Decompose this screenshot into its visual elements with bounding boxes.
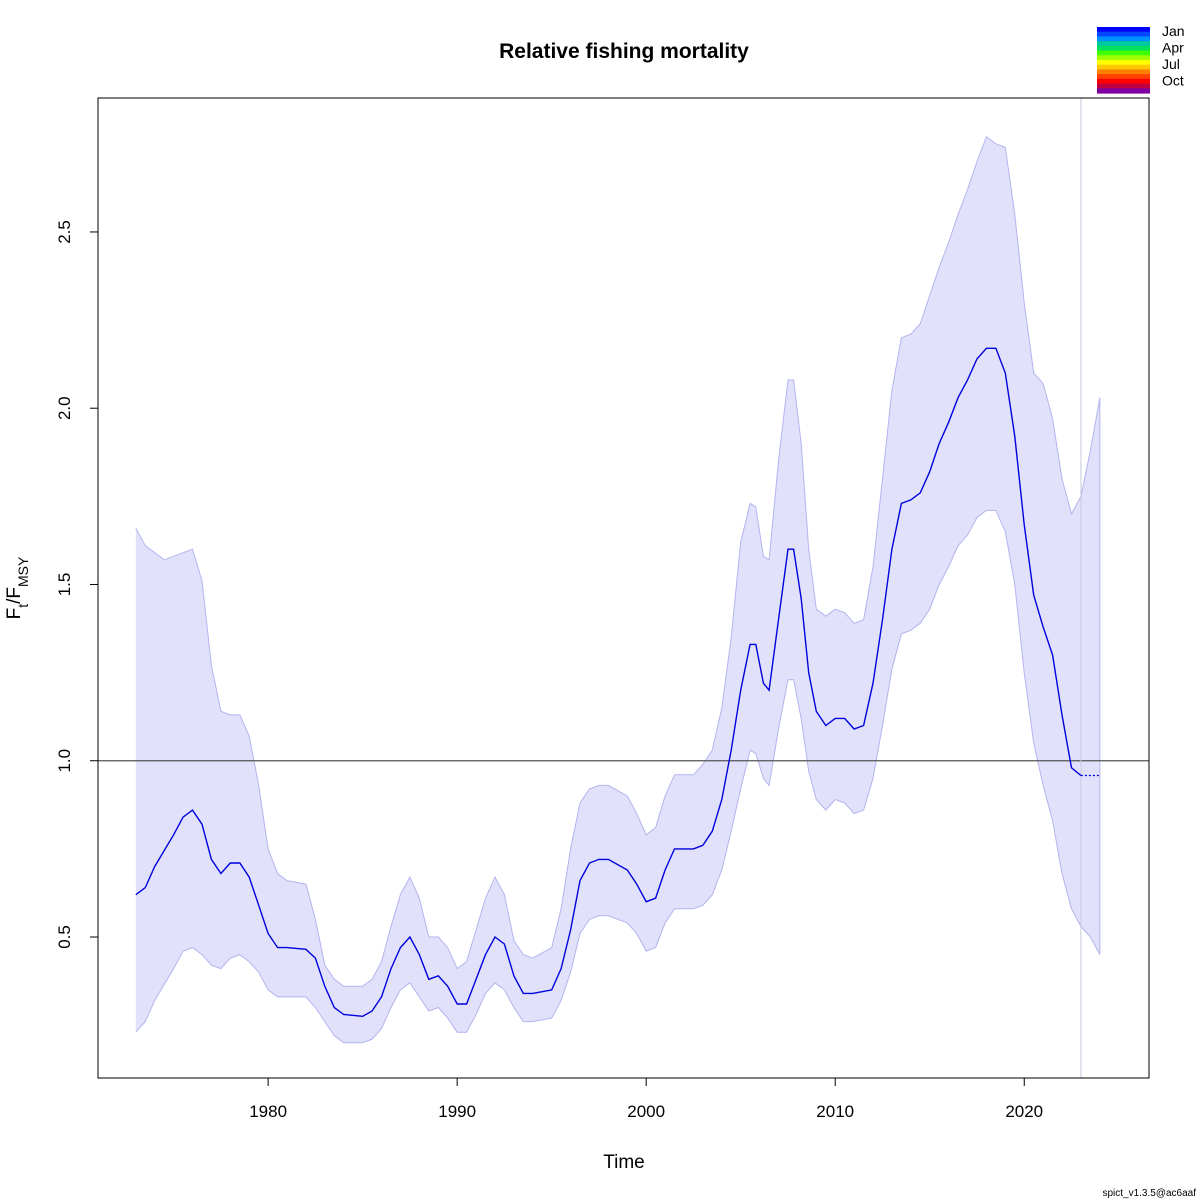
x-tick-label-2: 2000 [627,1102,665,1121]
legend-swatch-12 [1097,83,1150,89]
version-footer: spict_v1.3.5@ac6aaf [1102,1188,1196,1199]
y-tick-label-0: 0.5 [55,925,74,949]
confidence-band [135,136,1101,1044]
x-tick-label-4: 2020 [1005,1102,1043,1121]
y-tick-label-2: 1.5 [55,573,74,597]
legend-swatch-0 [1097,27,1150,33]
legend-label-2: Jul [1162,56,1180,72]
y-tick-label-3: 2.0 [55,396,74,420]
legend-label-1: Apr [1162,40,1184,56]
legend-swatch-7 [1097,60,1150,66]
reference-lines [98,98,1149,1078]
legend-swatch-13 [1097,88,1150,94]
plot-frame [97,97,1150,1079]
legend-swatch-5 [1097,50,1150,56]
legend-swatch-3 [1097,41,1150,47]
legend-swatch-1 [1097,31,1150,38]
x-axis-title: Time [603,1152,645,1173]
x-axis: 1980 1990 2000 2010 2020 [249,1078,1043,1121]
estimate-line [135,347,1082,1018]
y-axis-title-main: F [4,608,25,620]
x-tick-label-1: 1990 [438,1102,476,1121]
legend-label-0: Jan [1162,23,1185,39]
legend-swatch-8 [1097,64,1150,71]
legend-swatch-2 [1097,36,1150,42]
y-axis: 0.5 1.0 1.5 2.0 2.5 [55,220,98,949]
chart-title: Relative fishing mortality [499,40,749,63]
x-tick-label-3: 2010 [816,1102,854,1121]
legend-swatch-11 [1097,78,1150,85]
legend-swatch-9 [1097,69,1150,75]
x-tick-label-0: 1980 [249,1102,287,1121]
y-tick-label-1: 1.0 [55,749,74,773]
ci-band-fill [135,136,1100,1043]
legend-swatch-4 [1097,45,1150,52]
legend-label-3: Oct [1162,73,1184,89]
legend-swatch-6 [1097,55,1150,61]
ci-upper-line [135,136,1101,987]
y-axis-title-sub2: MSY [15,556,31,587]
legend-swatch-10 [1097,74,1150,80]
ci-lower-line [135,509,1101,1044]
y-axis-title-sep: /F [4,587,25,604]
y-axis-title: Ft/FMSY [4,556,31,619]
series-lines [135,347,1100,1018]
y-tick-label-4: 2.5 [55,220,74,244]
y-axis-title-sub1: t [15,604,31,608]
